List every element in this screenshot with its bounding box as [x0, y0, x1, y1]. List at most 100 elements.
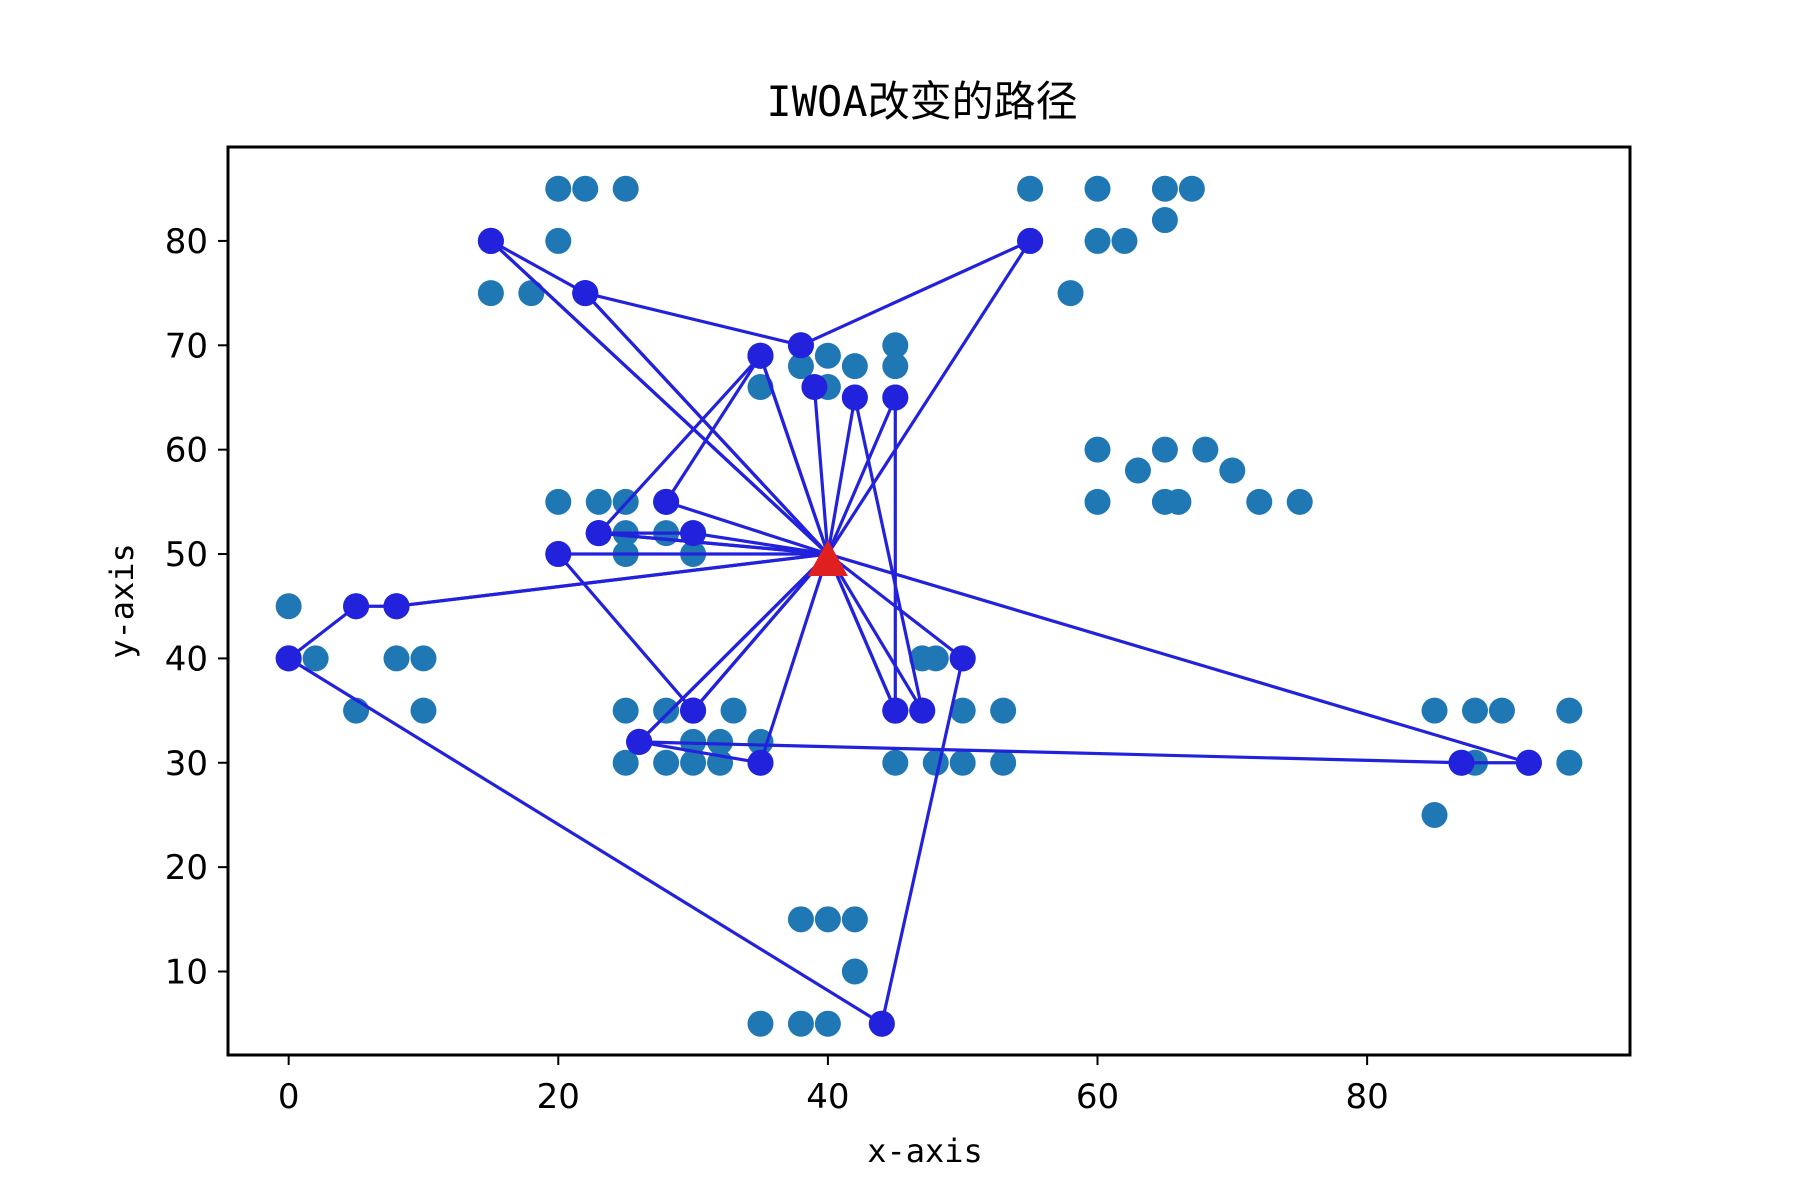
customer-point: [1084, 488, 1111, 515]
y-tick-label: 10: [165, 953, 208, 993]
customer-point: [1151, 436, 1178, 463]
customer-point: [990, 749, 1017, 776]
customer-point: [747, 1010, 774, 1037]
y-axis-ticks: 10 20 30 40 50 60 70 80: [165, 222, 228, 993]
customer-point: [1461, 697, 1488, 724]
chart-title: IWOA改变的路径: [766, 77, 1077, 126]
depot-point: [807, 540, 848, 577]
customer-point: [882, 749, 909, 776]
customer-point: [1057, 280, 1084, 307]
customer-point: [410, 697, 437, 724]
x-axis-ticks: 0 20 40 60 80: [278, 1055, 1389, 1117]
route-node: [1017, 227, 1044, 254]
customer-point: [1151, 207, 1178, 234]
customer-point: [302, 645, 329, 672]
customer-point: [1017, 175, 1044, 202]
route-node: [1448, 749, 1475, 776]
route-node: [545, 541, 572, 568]
route-node: [585, 520, 612, 547]
customer-point: [787, 906, 814, 933]
customer-point: [572, 175, 599, 202]
customer-point: [990, 697, 1017, 724]
x-tick-label: 60: [1076, 1077, 1119, 1117]
customer-point: [680, 749, 707, 776]
depot-marker: [807, 540, 848, 577]
customer-point: [545, 227, 572, 254]
customer-point: [814, 1010, 841, 1037]
customer-point: [909, 645, 936, 672]
customer-point: [653, 749, 680, 776]
customer-point: [1111, 227, 1138, 254]
route-node: [680, 697, 707, 724]
route-line: [637, 552, 830, 765]
route-node: [949, 645, 976, 672]
route-line: [394, 552, 829, 608]
route-node: [477, 227, 504, 254]
customer-point: [814, 342, 841, 369]
customer-point: [477, 280, 504, 307]
customer-point: [1151, 175, 1178, 202]
customer-point: [949, 749, 976, 776]
customer-point: [787, 353, 814, 380]
y-tick-label: 80: [165, 222, 208, 262]
customer-point: [841, 353, 868, 380]
customer-point: [1219, 457, 1246, 484]
customer-point: [882, 332, 909, 359]
route-node: [841, 384, 868, 411]
route-line: [826, 553, 897, 713]
customer-point: [545, 175, 572, 202]
route-line: [812, 385, 830, 555]
customer-point: [1084, 436, 1111, 463]
customer-point: [585, 488, 612, 515]
route-node: [909, 697, 936, 724]
customer-point: [410, 645, 437, 672]
customer-point: [1178, 175, 1205, 202]
route-node: [572, 280, 599, 307]
route-node: [882, 697, 909, 724]
x-tick-label: 80: [1345, 1077, 1388, 1117]
route-node: [747, 749, 774, 776]
route-lines: [287, 239, 1531, 1026]
y-tick-label: 70: [165, 326, 208, 366]
y-tick-label: 40: [165, 639, 208, 679]
route-node: [747, 342, 774, 369]
customer-point: [1165, 488, 1192, 515]
customer-point: [383, 645, 410, 672]
route-line: [597, 531, 829, 556]
y-tick-label: 60: [165, 431, 208, 471]
route-node: [868, 1010, 895, 1037]
customer-point: [1421, 697, 1448, 724]
customer-point: [1124, 457, 1151, 484]
route-node: [653, 488, 680, 515]
route-node: [343, 593, 370, 620]
customer-point: [747, 728, 774, 755]
plot-frame: [226, 145, 1632, 1057]
y-tick-label: 50: [165, 535, 208, 575]
customer-point: [841, 958, 868, 985]
route-line: [826, 395, 897, 713]
route-node: [882, 384, 909, 411]
customer-point: [1556, 697, 1583, 724]
customer-point: [1421, 801, 1448, 828]
customer-point: [545, 488, 572, 515]
x-tick-label: 20: [537, 1077, 580, 1117]
customer-point: [841, 906, 868, 933]
customer-point: [814, 906, 841, 933]
customer-point: [1556, 749, 1583, 776]
customer-point: [720, 697, 747, 724]
route-line: [637, 552, 1531, 765]
customer-point: [1246, 488, 1273, 515]
customer-point: [1084, 175, 1111, 202]
customer-point: [949, 697, 976, 724]
route-node: [801, 374, 828, 401]
route-node: [787, 332, 814, 359]
y-axis-label: y-axis: [103, 543, 141, 659]
customer-points: [275, 175, 1583, 1037]
customer-point: [882, 353, 909, 380]
route-node: [383, 593, 410, 620]
customer-point: [518, 280, 545, 307]
y-tick-label: 30: [165, 744, 208, 784]
route-node: [680, 520, 707, 547]
route-line: [287, 552, 965, 1026]
